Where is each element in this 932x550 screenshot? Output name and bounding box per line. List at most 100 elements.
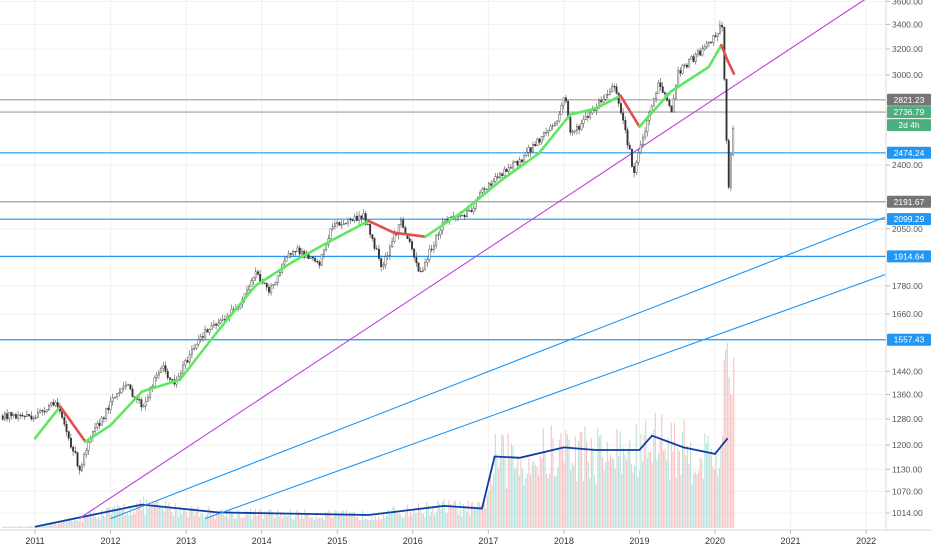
volume-bar — [291, 518, 293, 528]
candle-body — [653, 98, 655, 107]
volume-bar — [70, 518, 72, 528]
price-badge — [887, 106, 931, 119]
candle-body — [705, 42, 708, 48]
volume-bar — [202, 513, 204, 528]
volume-bar — [171, 512, 173, 528]
volume-bar — [530, 474, 532, 528]
volume-bar — [619, 431, 621, 528]
volume-bar — [459, 500, 461, 528]
volume-bar — [160, 507, 162, 528]
volume-bar — [216, 510, 218, 528]
volume-bar — [406, 504, 408, 528]
candle-body — [342, 223, 345, 225]
volume-bar — [557, 466, 559, 528]
volume-bar — [24, 526, 26, 528]
volume-bar — [685, 455, 687, 528]
candle-body — [384, 256, 387, 266]
candle-body — [545, 132, 548, 134]
volume-bar — [35, 526, 37, 528]
volume-bar — [10, 526, 12, 528]
volume-bar — [506, 488, 508, 528]
volume-bar — [725, 349, 727, 528]
candle-body — [301, 250, 303, 255]
volume-bar — [304, 509, 306, 528]
volume-bar — [565, 430, 567, 528]
candle-body — [356, 215, 358, 221]
volume-bar — [518, 475, 520, 528]
candle-body — [17, 414, 20, 419]
countdown-label: 2d 4h — [898, 120, 920, 130]
candle-body — [1, 415, 4, 420]
candle-body — [439, 230, 442, 235]
candle-body — [391, 241, 394, 248]
candle-body — [6, 413, 9, 419]
volume-bar — [390, 511, 392, 528]
volume-bar — [330, 516, 332, 528]
candle-body — [496, 176, 499, 178]
candle-body — [529, 147, 532, 153]
volume-bar — [643, 434, 645, 528]
candle-body — [193, 348, 196, 350]
volume-bar — [2, 527, 4, 528]
volume-bar — [299, 518, 301, 528]
candle-body — [279, 272, 281, 276]
volume-bar — [592, 448, 594, 528]
volume-bar — [93, 512, 95, 528]
volume-bar — [576, 481, 578, 528]
candle-body — [430, 248, 433, 251]
volume-bar — [176, 509, 178, 528]
candle-body — [494, 176, 497, 182]
volume-bar — [267, 510, 269, 528]
volume-bar — [550, 425, 552, 528]
candle-body — [415, 257, 418, 264]
x-tick-label: 2021 — [781, 536, 801, 546]
volume-bar — [568, 439, 570, 528]
candle-body — [96, 423, 99, 428]
candle-body — [197, 339, 200, 345]
volume-bar — [466, 512, 468, 528]
candle-body — [142, 405, 145, 408]
y-tick-label: 1780.00 — [892, 281, 923, 291]
volume-bar — [94, 516, 96, 528]
volume-bar — [259, 508, 261, 528]
volume-bar — [368, 519, 370, 528]
volume-bar — [170, 507, 172, 528]
volume-bar — [362, 510, 364, 528]
volume-bar — [507, 433, 509, 528]
volume-bar — [373, 520, 375, 528]
price-badge — [887, 146, 931, 159]
candle-body — [100, 417, 103, 426]
price-axis[interactable]: 3600.00 3400.00 3200.00 3000.00 2400.00 2050.… — [885, 0, 923, 530]
x-tick-label: 2019 — [629, 536, 649, 546]
time-axis[interactable]: 2011 2012 2013 2014 2015 2016 2017 2018 2019 2020… — [0, 529, 932, 546]
volume-bar — [474, 506, 476, 528]
candle-body — [615, 86, 618, 94]
volume-bar — [541, 457, 543, 528]
volume-bar — [664, 448, 666, 528]
volume-bar — [539, 455, 541, 528]
volume-bar — [717, 475, 719, 528]
volume-bar — [454, 500, 456, 528]
volume-bar — [586, 441, 588, 528]
volume-bar — [544, 451, 546, 528]
volume-bar — [286, 515, 288, 528]
volume-bar — [677, 447, 679, 528]
volume-bar — [632, 472, 634, 528]
volume-bar — [325, 511, 327, 528]
candle-body — [107, 407, 110, 410]
price-badge — [887, 333, 931, 346]
candle-body — [670, 105, 673, 113]
volume-bar — [432, 506, 434, 528]
ma-segment — [254, 260, 295, 288]
candle-body — [164, 365, 167, 372]
volume-bar — [520, 459, 522, 528]
volume-ma-line — [34, 434, 729, 528]
ma-segment — [178, 330, 219, 382]
candle-body — [426, 259, 429, 263]
candle-body — [589, 112, 592, 118]
volume-bar — [224, 516, 226, 528]
candle-body — [367, 223, 369, 226]
candle-body — [347, 218, 350, 224]
volume-bar — [360, 520, 362, 528]
